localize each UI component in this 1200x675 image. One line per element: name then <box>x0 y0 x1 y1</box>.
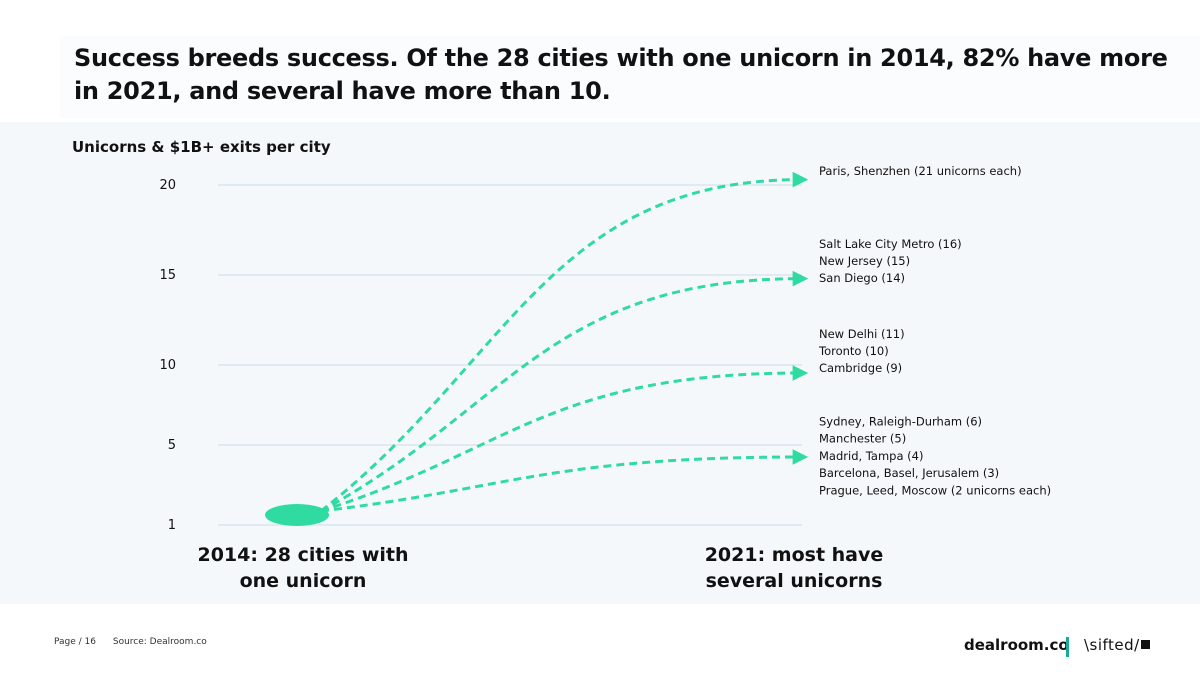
city-label: New Jersey (15) <box>819 254 910 268</box>
grid <box>218 184 802 526</box>
growth-arrows <box>265 171 809 526</box>
city-label: Paris, Shenzhen (21 unicorns each) <box>819 164 1022 178</box>
city-label: Manchester (5) <box>819 432 906 446</box>
y-axis-ticks: 20 15 10 5 1 <box>159 178 176 533</box>
brand-divider <box>1066 637 1069 657</box>
chart-area <box>0 122 1200 604</box>
city-label: New Delhi (11) <box>819 327 905 341</box>
dealroom-logo: dealroom.co <box>964 636 1069 654</box>
city-label: Cambridge (9) <box>819 361 902 375</box>
footer: Page / 16 Source: Dealroom.co <box>54 637 221 647</box>
start-bubble <box>265 504 329 526</box>
city-labels: Paris, Shenzhen (21 unicorns each) Salt L… <box>818 164 1051 497</box>
y-tick-label: 1 <box>168 518 176 533</box>
y-tick-label: 10 <box>159 358 176 373</box>
growth-arrow <box>320 365 809 513</box>
city-label: Barcelona, Basel, Jerusalem (3) <box>819 466 999 480</box>
city-label: Salt Lake City Metro (16) <box>819 237 962 251</box>
city-label: Toronto (10) <box>818 344 889 358</box>
y-tick-label: 20 <box>159 178 176 193</box>
city-label: Prague, Leed, Moscow (2 unicorns each) <box>819 483 1051 497</box>
page-number: Page / 16 <box>54 637 96 647</box>
end-label: 2021: most have several unicorns <box>704 544 884 592</box>
sifted-mark-icon <box>1140 640 1150 649</box>
title-band <box>60 36 1200 118</box>
sifted-logo: \sifted/ <box>1084 636 1150 654</box>
growth-arrow <box>320 171 809 513</box>
y-axis-title: Unicorns & $1B+ exits per city <box>72 138 331 156</box>
city-label: San Diego (14) <box>819 271 905 285</box>
growth-arrow <box>320 270 809 513</box>
source-note: Source: Dealroom.co <box>112 637 207 647</box>
start-label: 2014: 28 cities with one unicorn <box>197 544 409 592</box>
page-title: Success breeds success. Of the 28 cities… <box>74 44 1168 105</box>
sifted-logo-text: \sifted/ <box>1084 636 1140 654</box>
city-label: Madrid, Tampa (4) <box>819 449 923 463</box>
growth-arrow <box>320 449 809 513</box>
y-tick-label: 5 <box>168 438 176 453</box>
city-label: Sydney, Raleigh-Durham (6) <box>819 415 982 429</box>
y-tick-label: 15 <box>159 268 176 283</box>
